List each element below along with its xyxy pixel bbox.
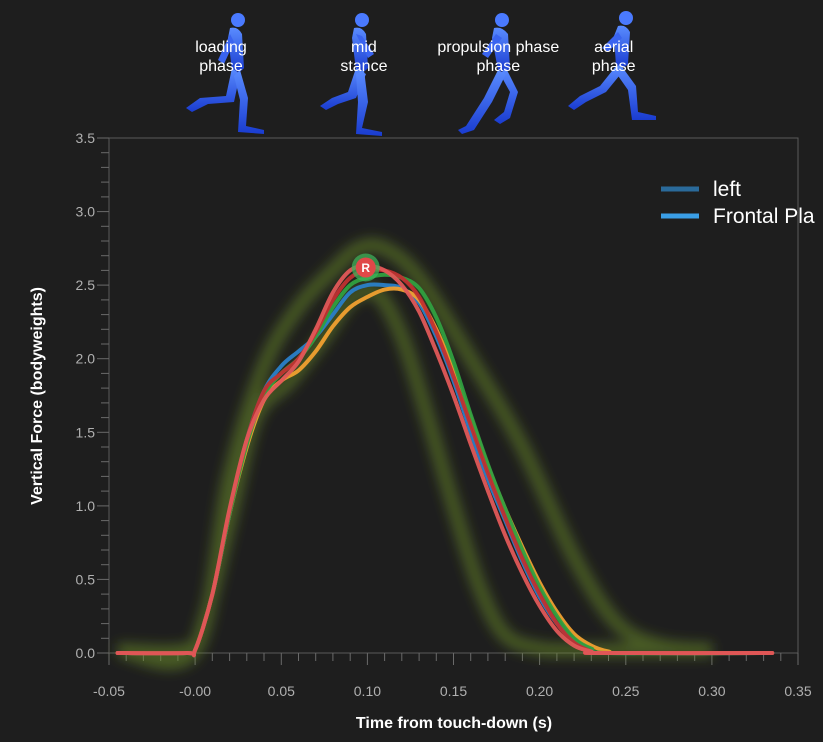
runner-figures xyxy=(186,11,656,136)
phase-label-2-0: propulsion phase xyxy=(437,39,559,56)
runner-aerial-icon xyxy=(568,11,656,120)
y-tick-label: 0.5 xyxy=(76,571,96,587)
runner-propulsion-icon xyxy=(458,13,518,134)
legend: left Frontal Pla xyxy=(661,178,815,228)
y-tick-label: 3.5 xyxy=(76,130,96,146)
phase-label-3-0: aerial xyxy=(594,39,633,56)
phase-label-1-0: mid xyxy=(351,39,377,56)
x-tick-label: 0.05 xyxy=(268,683,295,699)
x-tick-label: 0.10 xyxy=(354,683,381,699)
phase-labels: loading phase mid stance propulsion phase pha… xyxy=(195,39,635,75)
y-axis-title: Vertical Force (bodyweights) xyxy=(29,287,46,505)
phase-label-3-1: phase xyxy=(592,58,636,75)
y-tick-label: 3.0 xyxy=(76,204,96,220)
x-tick-label: 0.25 xyxy=(612,683,639,699)
x-axis: -0.05 -0.00 0.05 0.10 0.15 0.20 0.25 0.30 0.35 xyxy=(93,653,812,699)
x-tick-label: 0.15 xyxy=(440,683,467,699)
y-tick-label: 2.5 xyxy=(76,277,96,293)
y-tick-label: 1.0 xyxy=(76,498,96,514)
envelope-band xyxy=(116,238,713,670)
y-tick-label: 0.0 xyxy=(76,645,96,661)
marker-label: R xyxy=(361,261,370,275)
y-tick-label: 1.5 xyxy=(76,424,96,440)
phase-label-1-1: stance xyxy=(340,58,387,75)
marker-dot[interactable] xyxy=(355,257,376,278)
runner-mid-stance-icon xyxy=(320,13,382,136)
runner-loading-icon xyxy=(186,13,264,134)
phase-label-0-0: loading xyxy=(195,39,247,56)
x-tick-label: -0.05 xyxy=(93,683,125,699)
peak-marker: R xyxy=(351,253,380,282)
phase-label-2-1: phase xyxy=(477,58,521,75)
legend-label-0: left xyxy=(713,178,741,201)
x-tick-label: 0.30 xyxy=(698,683,725,699)
series-line-4 xyxy=(115,264,775,658)
y-tick-label: 2.0 xyxy=(76,351,96,367)
x-tick-label: -0.00 xyxy=(179,683,211,699)
x-tick-label: 0.20 xyxy=(526,683,553,699)
x-axis-title: Time from touch-down (s) xyxy=(356,715,552,732)
phase-label-0-1: phase xyxy=(199,58,243,75)
envelope-band-path xyxy=(116,238,713,670)
x-tick-label: 0.35 xyxy=(784,683,811,699)
y-axis: 0.0 0.5 1.0 1.5 2.0 2.5 3.0 3.5 xyxy=(76,130,109,661)
series-lines xyxy=(115,264,775,658)
legend-label-1: Frontal Pla xyxy=(713,205,815,228)
